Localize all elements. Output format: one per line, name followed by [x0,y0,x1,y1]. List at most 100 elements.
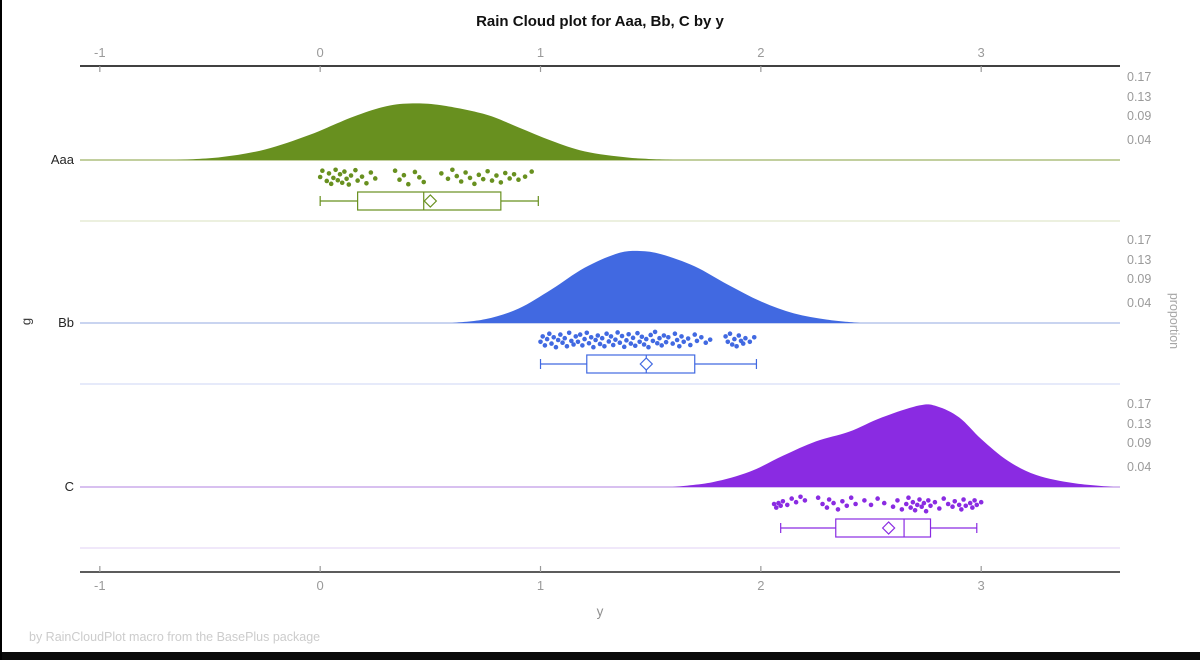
scatter-point [903,501,909,507]
footer-note: by RainCloudPlot macro from the BasePlus… [29,630,321,644]
mean-diamond [423,194,438,208]
scatter-point [654,340,660,346]
proportion-tick-label: 0.13 [1127,252,1152,267]
scatter-point [542,343,548,348]
scatter-point [659,343,664,348]
scatter-point [467,175,473,181]
scatter-point [725,339,731,345]
scatter-point [406,181,411,187]
scatter-point [956,502,962,508]
scatter-point [569,338,574,344]
scatter-point [941,496,947,501]
proportion-tick-label: 0.17 [1127,397,1152,412]
scatter-point [615,330,620,335]
scatter-point [699,335,704,340]
scatter-point [584,330,590,336]
scatter-point [538,339,543,345]
scatter-point [685,336,691,341]
scatter-point [937,506,942,511]
scatter-point [868,502,874,508]
scatter-point [355,178,360,183]
scatter-point [923,508,929,514]
scatter-point [562,335,568,341]
proportion-tick-label: 0.04 [1127,459,1152,474]
proportion-tick-label: 0.13 [1127,89,1152,104]
scatter-point [646,344,651,350]
scatter-point [630,335,636,341]
scatter-point [454,173,460,179]
scatter-point [963,503,969,509]
scatter-point [458,179,464,184]
scatter-point [657,335,662,341]
x-tick-label-top: -1 [94,45,106,60]
scatter-point [417,175,422,180]
scatter-point [780,499,786,504]
x-tick-label-bottom: -1 [94,578,106,593]
density-curve [176,103,673,160]
scatter-point [573,334,579,339]
scatter-point [732,336,737,342]
scatter-point [703,340,709,346]
scatter-point [650,338,656,344]
scatter-point [529,169,534,174]
scatter-point [906,495,911,501]
scatter-point [723,334,728,339]
scatter-point [577,332,583,337]
scatter-point [331,175,336,181]
scatter-point [881,500,887,506]
category-label: C [64,479,74,494]
x-tick-label-top: 3 [977,45,985,60]
scatter-point [494,173,499,178]
left-axis-title: g [18,317,34,326]
scatter-point [952,499,958,504]
scatter-point [945,501,951,507]
scatter-point [608,334,614,339]
scatter-point [666,335,671,340]
scatter-point [688,342,693,348]
x-tick-label-bottom: 3 [977,578,985,593]
scatter-point [604,331,609,337]
scatter-point [599,335,605,341]
scatter-point [751,335,757,340]
scatter-point [571,342,576,347]
scatter-point [771,501,777,507]
x-tick-label-top: 1 [536,45,545,60]
scatter-point [335,177,341,183]
scatter-point [802,498,808,503]
scatter-point [553,344,559,350]
scatter-point [914,502,920,508]
scatter-point [670,341,676,346]
scatter-point [789,496,794,501]
x-tick-label-bottom: 2 [757,578,765,593]
scatter-point [967,500,973,506]
scatter-point [974,502,980,508]
scatter-point [593,337,598,343]
scatter-point [826,497,832,502]
scatter-point [727,331,733,337]
scatter-point [507,176,512,181]
scatter-point [798,494,803,500]
scatter-point [628,341,634,346]
scatter-point [910,499,916,505]
scatter-point [445,176,451,182]
scatter-point [540,334,546,339]
scatter-point [328,181,334,187]
scatter-point [734,344,739,349]
scatter-point [959,507,964,512]
scatter-point [326,171,332,176]
scatter-point [476,172,482,178]
scatter-point [663,339,669,345]
scatter-point [353,167,358,173]
scatter-point [707,337,713,342]
scatter-point [672,331,678,337]
scatter-point [778,503,783,509]
category-label: Aaa [50,152,74,167]
scatter-point [639,334,645,340]
scatter-point [547,331,552,337]
scatter-point [950,504,955,510]
scatter-point [359,174,365,179]
right-axis-title: proportion [1167,292,1181,350]
scatter-point [895,498,900,503]
scatter-point [342,169,347,174]
scatter-point [472,181,477,187]
